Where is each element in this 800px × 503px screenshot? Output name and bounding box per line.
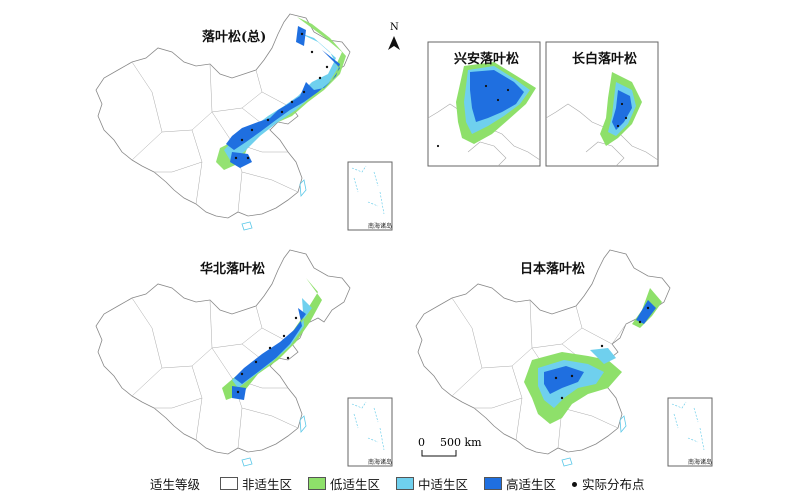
legend-label-points: 实际分布点	[582, 477, 645, 492]
legend-item-high: 高适生区	[484, 474, 556, 493]
legend-swatch-low	[308, 477, 326, 490]
legend-swatch-mid	[396, 477, 414, 490]
north-arrow-icon	[388, 36, 400, 50]
legend-item-low: 低适生区	[308, 474, 380, 493]
legend-item-mid: 中适生区	[396, 474, 468, 493]
scale-zero: 0	[418, 436, 425, 449]
legend: 适生等级 非适生区 低适生区 中适生区 高适生区 实际分布点	[150, 470, 670, 494]
panel-title-riben: 日本落叶松	[520, 262, 586, 277]
map-panel-huabei	[95, 249, 351, 467]
legend-point-icon	[572, 482, 577, 487]
legend-swatch-none	[220, 477, 238, 490]
panel-title-xingan: 兴安落叶松	[454, 52, 520, 67]
legend-label-high: 高适生区	[506, 477, 557, 492]
map-panel-riben	[415, 249, 671, 467]
inset-label-huabei: 南海诸岛	[368, 459, 393, 466]
legend-item-none: 非适生区	[220, 474, 292, 493]
inset-label-total: 南海诸岛	[368, 223, 393, 230]
scale-bar-line	[421, 450, 457, 457]
legend-title: 适生等级	[150, 477, 201, 492]
map-panel-changbai	[545, 41, 659, 167]
map-panel-total	[95, 13, 351, 231]
legend-label-low: 低适生区	[330, 477, 381, 492]
scale-value: 500 km	[440, 436, 482, 449]
legend-label-none: 非适生区	[242, 477, 293, 492]
panel-title-changbai: 长白落叶松	[572, 52, 638, 67]
map-panel-xingan	[427, 41, 541, 167]
legend-swatch-high	[484, 477, 502, 490]
south-sea-inset-riben	[667, 397, 713, 467]
legend-item-points: 实际分布点	[572, 474, 645, 493]
legend-label-mid: 中适生区	[418, 477, 469, 492]
inset-label-riben: 南海诸岛	[688, 459, 713, 466]
south-sea-inset-total	[347, 161, 393, 231]
panel-title-huabei: 华北落叶松	[200, 262, 266, 277]
south-sea-inset-huabei	[347, 397, 393, 467]
panel-title-total: 落叶松(总)	[202, 30, 267, 45]
north-label: N	[390, 22, 399, 33]
